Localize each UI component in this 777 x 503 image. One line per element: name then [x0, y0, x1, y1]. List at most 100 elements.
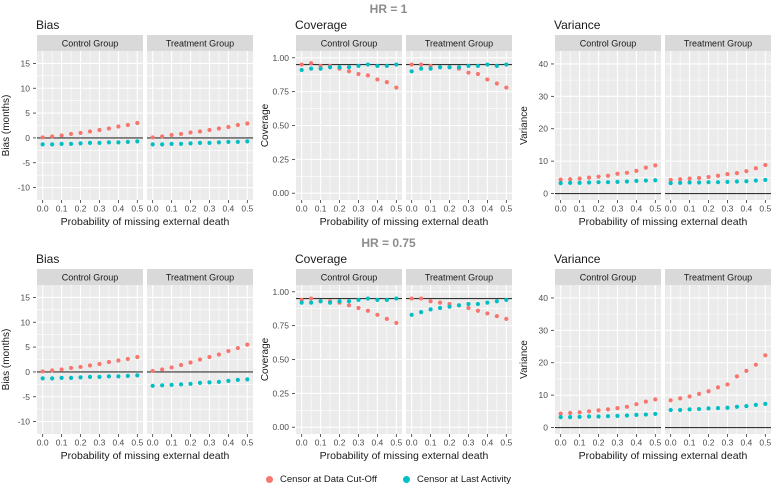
x-tick-label: 0.4	[740, 204, 752, 214]
data-point	[365, 296, 371, 301]
data-point	[207, 354, 212, 360]
data-point	[605, 173, 611, 178]
data-point	[68, 141, 74, 146]
data-point	[753, 362, 758, 367]
data-point	[447, 304, 452, 309]
x-tick-label: 0.4	[222, 204, 234, 214]
data-point	[577, 176, 582, 181]
data-point	[226, 348, 231, 354]
facet-strip-label: Control Group	[62, 273, 119, 283]
data-point	[668, 181, 673, 186]
data-point	[744, 169, 749, 174]
data-point	[87, 140, 93, 145]
y-tick-label: 0.00	[272, 422, 289, 432]
data-point	[706, 389, 711, 394]
data-point	[466, 305, 471, 311]
y-axis-title: Bias (months)	[1, 95, 12, 157]
x-tick-label: 0.2	[593, 438, 605, 448]
x-tick-label: 0.0	[147, 204, 159, 214]
data-point	[245, 342, 250, 347]
x-tick-label: 0.0	[296, 438, 308, 448]
x-axis-title: Probability of missing external death	[579, 450, 748, 462]
data-point	[494, 81, 499, 86]
data-point	[596, 180, 601, 185]
data-point	[356, 63, 361, 68]
y-tick-label: 20	[539, 124, 549, 134]
data-point	[653, 397, 658, 402]
data-point	[394, 296, 399, 301]
data-point	[116, 124, 121, 129]
y-axis-title: Variance	[519, 340, 530, 379]
data-point	[394, 62, 399, 67]
data-point	[309, 296, 314, 301]
data-point	[643, 178, 648, 183]
plot-title: Coverage	[295, 18, 347, 32]
data-point	[356, 305, 361, 311]
data-point	[605, 407, 611, 412]
data-point	[309, 300, 314, 305]
data-point	[456, 65, 462, 70]
data-point	[447, 65, 452, 70]
data-point	[753, 178, 758, 183]
data-point	[106, 126, 112, 131]
data-point	[394, 320, 399, 326]
data-point	[706, 406, 711, 411]
data-point	[125, 356, 130, 362]
data-point	[188, 130, 193, 135]
y-tick-label: 10	[21, 83, 31, 93]
data-point	[696, 180, 702, 185]
data-point	[494, 63, 499, 68]
x-tick-label: 0.4	[371, 204, 383, 214]
facet-strip-label: Control Group	[580, 273, 637, 283]
facet-strip-label: Control Group	[580, 39, 637, 49]
x-tick-label: 0.0	[37, 204, 49, 214]
data-point	[668, 407, 673, 413]
facet-strip-label: Control Group	[321, 39, 378, 49]
data-point	[409, 312, 414, 317]
data-point	[197, 140, 203, 145]
x-tick-label: 0.1	[315, 438, 327, 448]
x-tick-label: 0.1	[56, 438, 68, 448]
data-point	[568, 180, 573, 185]
data-point	[596, 408, 601, 413]
data-point	[586, 175, 592, 180]
x-tick-label: 0.5	[500, 438, 512, 448]
data-point	[687, 394, 692, 399]
facet-strip-label: Control Group	[62, 39, 119, 49]
plot-row-hr-1: Bias Bias (months) -10 -5 0 5 10 15 Control Grou…	[0, 16, 777, 230]
y-axis-title: Variance	[519, 106, 530, 145]
data-point	[485, 77, 490, 82]
chart-bias-hr075: Bias Bias (months) -10 -5 0 5 10 15 Control Grou…	[1, 252, 253, 462]
data-point	[596, 174, 601, 179]
data-point	[346, 69, 352, 74]
plot-title: Coverage	[295, 252, 347, 266]
data-point	[437, 305, 443, 311]
data-point	[178, 362, 184, 368]
data-point	[504, 85, 509, 90]
data-point	[706, 174, 711, 180]
data-point	[150, 135, 155, 140]
data-point	[97, 361, 102, 367]
data-point	[504, 297, 509, 302]
data-point	[59, 367, 64, 372]
data-point	[475, 71, 481, 77]
data-point	[299, 300, 304, 305]
data-point	[696, 175, 702, 181]
data-point	[456, 303, 462, 308]
facet-strip	[147, 269, 253, 285]
data-point	[188, 381, 193, 386]
x-tick-label: 0.2	[703, 438, 715, 448]
data-point	[494, 314, 499, 319]
y-axis-title: Bias (months)	[1, 329, 12, 391]
y-tick-label: 0.50	[272, 355, 289, 365]
data-point	[634, 178, 639, 183]
data-point	[197, 380, 203, 385]
x-tick-label: 0.0	[37, 438, 49, 448]
data-point	[466, 63, 471, 68]
y-tick-label: -5	[22, 158, 30, 168]
data-point	[327, 300, 333, 305]
legend-dot-teal-icon	[403, 475, 410, 483]
data-point	[568, 415, 573, 420]
data-point	[428, 66, 433, 71]
y-tick-label: 10	[539, 156, 549, 166]
